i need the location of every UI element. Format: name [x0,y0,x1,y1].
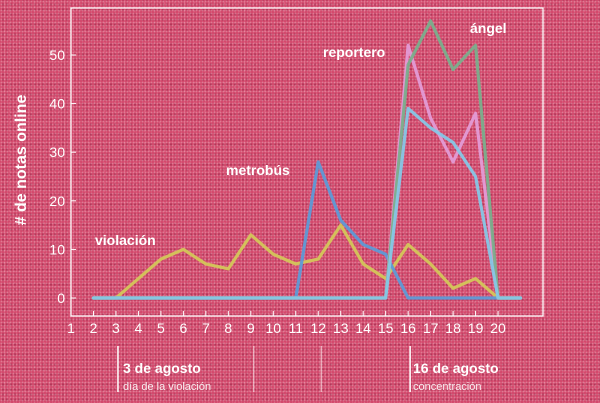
x-tick-label: 12 [310,320,326,336]
x-tick-label: 14 [355,320,371,336]
y-axis-title: # de notas online [13,95,30,226]
annotation-title-aug-3: 3 de agosto [123,360,201,376]
annotation-title-aug-16: 16 de agosto [413,360,499,376]
y-tick-label: 10 [49,241,65,257]
y-tick-label: 50 [49,47,65,63]
x-tick-label: 7 [202,320,210,336]
y-tick-label: 0 [57,290,65,306]
x-tick-label: 13 [333,320,349,336]
series-label-angel: ángel [470,20,507,36]
plot-border [70,7,544,317]
x-tick-label: 20 [490,320,506,336]
x-tick-label: 2 [90,320,98,336]
series-line-1 [91,160,523,300]
x-tick-label: 1 [67,320,75,336]
series-line-3 [91,19,523,300]
x-tick-label: 6 [179,320,187,336]
x-tick-label: 3 [112,320,120,336]
x-tick-label: 8 [224,320,232,336]
series-label-reportero: reportero [323,44,385,60]
plot-frame [70,7,544,317]
x-tick-label: 19 [468,320,484,336]
x-tick-label: 18 [445,320,461,336]
series-label-metrobus: metrobús [226,162,290,178]
series-label-violacion: violación [95,232,156,248]
x-tick-label: 10 [265,320,281,336]
x-tick-label: 11 [288,320,303,336]
event-annotations: 3 de agosto día de la violación 16 de ag… [123,360,499,393]
series-labels: violación metrobús reportero ángel [95,20,507,248]
y-tick-label: 20 [49,193,65,209]
y-tick-label: 30 [49,144,65,160]
series-line-4 [91,106,523,300]
x-tick-label: 5 [157,320,165,336]
x-tick-label: 4 [135,320,143,336]
series-lines [91,19,523,300]
series-line-0 [91,223,523,300]
y-axis-ticks: 0 10 20 30 40 50 [49,47,76,306]
x-tick-label: 17 [423,320,439,336]
x-tick-label: 15 [378,320,394,336]
annotation-subtitle-aug-3: día de la violación [123,381,211,393]
y-tick-label: 40 [49,96,65,112]
x-tick-label: 9 [247,320,255,336]
x-axis-ticks: 1 2 3 4 5 6 7 8 9 10 11 12 13 14 15 16 17 18 19 20 [67,311,506,336]
annotation-subtitle-aug-16: concentración [413,381,482,393]
x-tick-label: 16 [400,320,416,336]
event-markers [117,346,411,392]
